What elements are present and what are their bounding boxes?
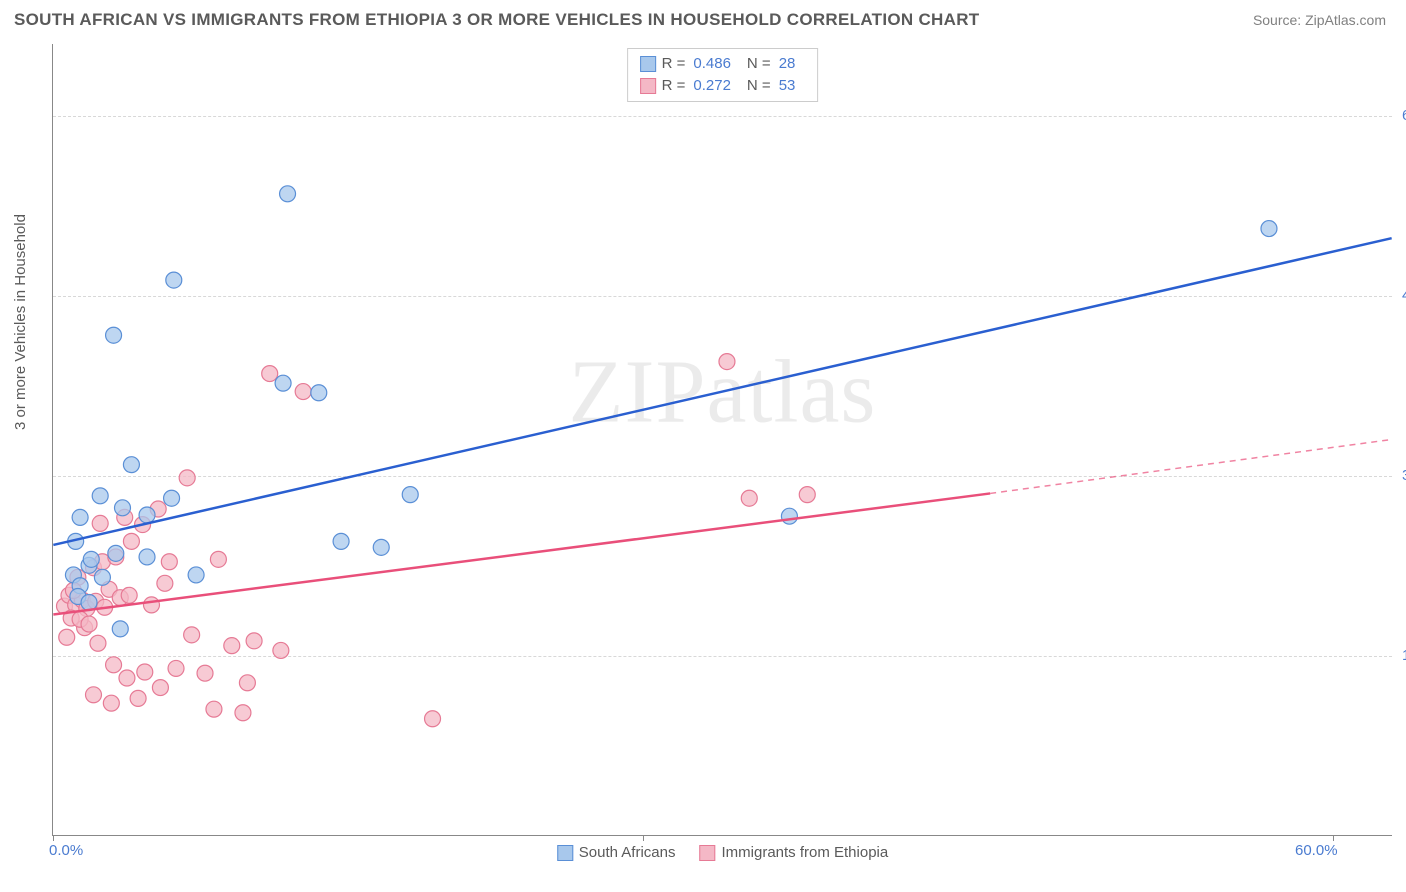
scatter-point xyxy=(280,186,296,202)
scatter-point xyxy=(157,575,173,591)
source-label: Source: ZipAtlas.com xyxy=(1253,12,1386,28)
scatter-point xyxy=(311,385,327,401)
n-value: 53 xyxy=(779,75,796,97)
scatter-point xyxy=(224,638,240,654)
scatter-point xyxy=(262,366,278,382)
scatter-point xyxy=(106,657,122,673)
scatter-point xyxy=(90,635,106,651)
scatter-point xyxy=(333,533,349,549)
scatter-point xyxy=(741,490,757,506)
legend-item-series-0: South Africans xyxy=(557,844,676,861)
scatter-point xyxy=(139,507,155,523)
y-tick-label: 30.0% xyxy=(1394,467,1406,484)
scatter-point xyxy=(188,567,204,583)
scatter-point xyxy=(781,508,797,524)
scatter-point xyxy=(115,500,131,516)
scatter-point xyxy=(273,642,289,658)
scatter-point xyxy=(86,687,102,703)
scatter-point xyxy=(164,490,180,506)
scatter-point xyxy=(103,695,119,711)
y-axis-label: 3 or more Vehicles in Household xyxy=(12,214,29,430)
n-value: 28 xyxy=(779,53,796,75)
scatter-point xyxy=(184,627,200,643)
scatter-point xyxy=(373,539,389,555)
legend-label: South Africans xyxy=(579,844,676,861)
x-tick-mark xyxy=(643,835,644,841)
scatter-point xyxy=(59,629,75,645)
n-label: N = xyxy=(747,53,771,75)
r-label: R = xyxy=(662,53,686,75)
scatter-point xyxy=(123,457,139,473)
x-tick-label: 0.0% xyxy=(49,842,83,859)
x-tick-mark xyxy=(53,835,54,841)
swatch-series-1 xyxy=(700,845,716,861)
scatter-point xyxy=(166,272,182,288)
y-tick-label: 60.0% xyxy=(1394,107,1406,124)
swatch-series-0 xyxy=(557,845,573,861)
scatter-point xyxy=(275,375,291,391)
legend-row-series-0: R = 0.486 N = 28 xyxy=(640,53,806,75)
r-value: 0.272 xyxy=(693,75,731,97)
scatter-point xyxy=(799,487,815,503)
scatter-point xyxy=(137,664,153,680)
scatter-point xyxy=(295,384,311,400)
scatter-point xyxy=(72,509,88,525)
scatter-point xyxy=(81,616,97,632)
scatter-point xyxy=(92,488,108,504)
scatter-point xyxy=(168,660,184,676)
swatch-series-1 xyxy=(640,78,656,94)
scatter-point xyxy=(239,675,255,691)
correlation-legend: R = 0.486 N = 28 R = 0.272 N = 53 xyxy=(627,48,819,102)
legend-item-series-1: Immigrants from Ethiopia xyxy=(700,844,889,861)
r-label: R = xyxy=(662,75,686,97)
scatter-point xyxy=(121,587,137,603)
scatter-point xyxy=(139,549,155,565)
regression-line-series-1-extrapolated xyxy=(990,440,1391,494)
scatter-point xyxy=(210,551,226,567)
scatter-point xyxy=(246,633,262,649)
scatter-point xyxy=(1261,221,1277,237)
scatter-point xyxy=(152,680,168,696)
x-tick-label: 60.0% xyxy=(1295,842,1338,859)
scatter-point xyxy=(119,670,135,686)
y-tick-label: 45.0% xyxy=(1394,287,1406,304)
scatter-point xyxy=(83,551,99,567)
scatter-point xyxy=(235,705,251,721)
regression-line-series-0 xyxy=(53,238,1391,545)
scatter-point xyxy=(94,569,110,585)
scatter-point xyxy=(143,597,159,613)
scatter-point xyxy=(197,665,213,681)
scatter-point xyxy=(402,487,418,503)
scatter-point xyxy=(161,554,177,570)
scatter-point xyxy=(130,690,146,706)
scatter-point xyxy=(179,470,195,486)
scatter-point xyxy=(108,545,124,561)
r-value: 0.486 xyxy=(693,53,731,75)
y-tick-label: 15.0% xyxy=(1394,647,1406,664)
scatter-point xyxy=(206,701,222,717)
scatter-point xyxy=(112,621,128,637)
chart-title: SOUTH AFRICAN VS IMMIGRANTS FROM ETHIOPI… xyxy=(14,10,979,30)
scatter-point xyxy=(106,327,122,343)
scatter-point xyxy=(425,711,441,727)
scatter-point xyxy=(92,515,108,531)
x-tick-mark xyxy=(1333,835,1334,841)
legend-label: Immigrants from Ethiopia xyxy=(722,844,889,861)
n-label: N = xyxy=(747,75,771,97)
swatch-series-0 xyxy=(640,56,656,72)
plot-svg xyxy=(53,44,1392,835)
scatter-point xyxy=(123,533,139,549)
series-legend: South Africans Immigrants from Ethiopia xyxy=(557,844,888,861)
legend-row-series-1: R = 0.272 N = 53 xyxy=(640,75,806,97)
scatter-point xyxy=(719,354,735,370)
chart-area: ZIPatlas 15.0%30.0%45.0%60.0% 0.0%60.0% … xyxy=(52,44,1392,836)
